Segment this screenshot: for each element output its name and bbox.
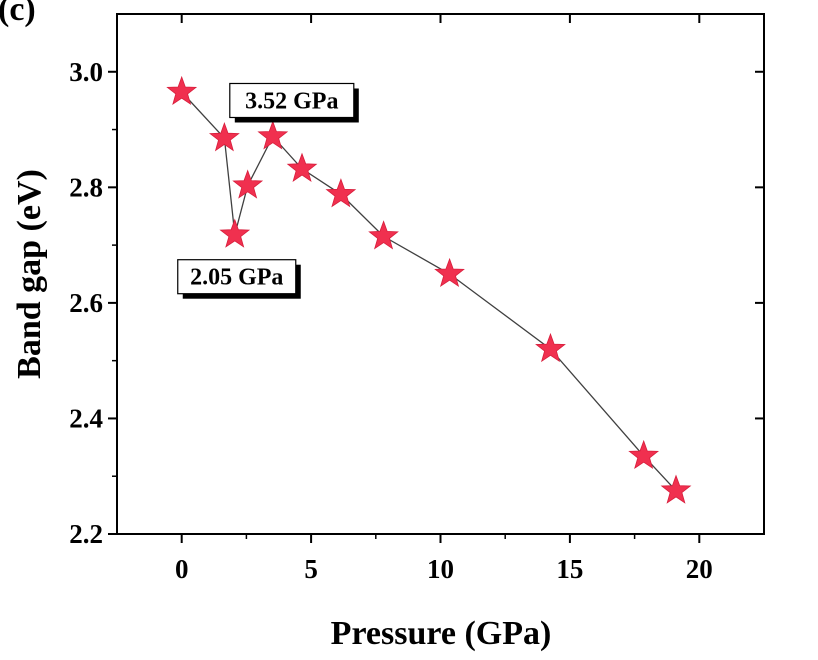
annotation-box: 2.05 GPa	[177, 259, 301, 299]
x-tick-label: 15	[556, 554, 583, 584]
y-tick-label: 2.2	[69, 519, 103, 549]
series-markers	[166, 75, 692, 504]
annotation-frame	[229, 82, 355, 119]
axes: 0 5 10 15 20 2.2 2.4 2.6 2.8 3.0	[69, 13, 765, 584]
y-tick-label: 3.0	[69, 57, 103, 87]
y-tick-label: 2.6	[69, 288, 103, 318]
y-tick-label: 2.4	[69, 403, 103, 433]
data-point	[166, 75, 198, 106]
x-axis-label: Pressure (GPa)	[331, 615, 552, 652]
data-point	[286, 152, 318, 182]
data-point	[325, 178, 357, 208]
panel-label: (c)	[0, 0, 36, 28]
data-point	[208, 122, 240, 152]
annotation-frame	[177, 259, 297, 295]
data-point	[219, 218, 251, 248]
x-tick-label: 20	[686, 554, 713, 584]
x-tick-label: 10	[427, 554, 454, 584]
annotations: 3.52 GPa 2.05 GPa	[177, 82, 359, 299]
annotation-text: 2.05 GPa	[190, 265, 283, 291]
annotation-box: 3.52 GPa	[229, 82, 359, 123]
series-line-path	[181, 91, 677, 492]
data-point	[660, 474, 692, 504]
x-tick-label: 5	[304, 554, 318, 584]
x-tick-label: 0	[175, 554, 189, 584]
data-point	[232, 169, 264, 199]
y-tick-label: 2.8	[69, 172, 103, 202]
data-point	[535, 332, 566, 363]
series-line	[181, 91, 677, 492]
data-point	[257, 120, 289, 150]
y-axis-label: Band gap (eV)	[11, 169, 48, 379]
data-point	[628, 439, 660, 470]
data-point	[434, 257, 465, 288]
annotation-text: 3.52 GPa	[245, 88, 338, 114]
data-point	[368, 220, 399, 250]
